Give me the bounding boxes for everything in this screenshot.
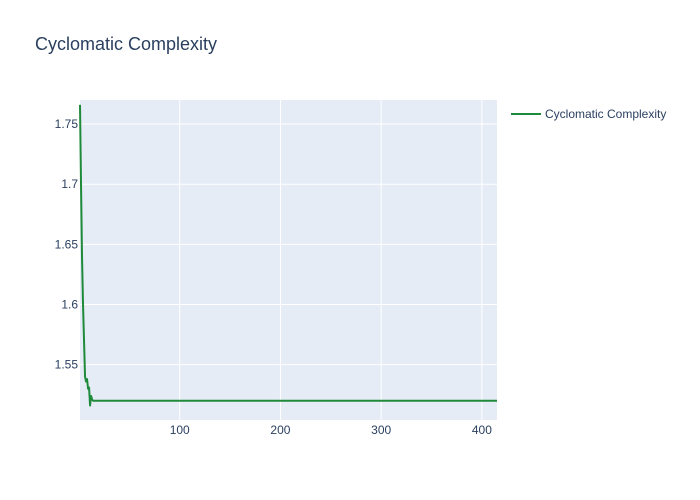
x-axis-ticks: 100 200 300 400 [170, 423, 493, 437]
x-tick-label: 300 [371, 423, 391, 437]
y-axis-ticks: 1.55 1.6 1.65 1.7 1.75 [55, 117, 79, 372]
y-tick-label: 1.7 [61, 177, 78, 191]
chart-title: Cyclomatic Complexity [35, 34, 217, 54]
legend-label: Cyclomatic Complexity [545, 107, 666, 121]
y-grid [80, 123, 497, 366]
y-tick-label: 1.65 [55, 237, 79, 251]
legend[interactable]: Cyclomatic Complexity [511, 107, 666, 121]
plot-area [80, 100, 497, 420]
series-layer [79, 104, 497, 407]
series-line [79, 104, 497, 407]
y-tick-label: 1.55 [55, 358, 79, 372]
y-tick-label: 1.6 [61, 298, 78, 312]
y-tick-label: 1.75 [55, 117, 79, 131]
x-grid [179, 100, 483, 420]
x-tick-label: 200 [270, 423, 290, 437]
x-tick-label: 400 [472, 423, 492, 437]
x-tick-label: 100 [170, 423, 190, 437]
